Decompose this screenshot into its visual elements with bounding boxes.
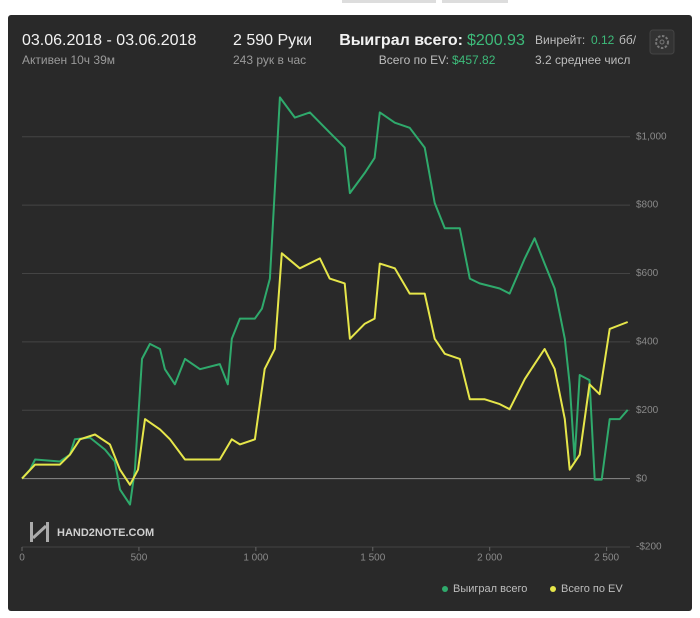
hands-rate: 243 рук в час	[233, 53, 306, 67]
active-time: Активен 10ч 39м	[22, 53, 115, 67]
legend-label: Всего по EV	[561, 583, 623, 595]
y-tick-label: $800	[636, 200, 659, 211]
tab[interactable]	[342, 0, 436, 3]
ev-value: $457.82	[452, 53, 496, 67]
winrate-value: 0.12	[591, 33, 615, 47]
series-line	[21, 96, 629, 506]
panel	[8, 15, 692, 611]
hands: 2 590 Руки	[233, 32, 312, 49]
winrate-label: Винрейт:	[535, 33, 585, 47]
y-tick-label: $600	[636, 268, 659, 279]
watermark-logo	[30, 522, 49, 542]
y-tick-label: $400	[636, 336, 659, 347]
series-line	[21, 252, 629, 486]
date-range: 03.06.2018 - 03.06.2018	[22, 32, 196, 49]
x-tick-label: 500	[131, 553, 148, 564]
x-tick-label: 2 500	[594, 553, 619, 564]
settings-icon[interactable]	[649, 29, 675, 55]
avg-players: 3.2 среднее числ	[535, 53, 630, 67]
watermark: HAND2NOTE.COM	[57, 527, 154, 539]
legend-dot	[550, 586, 556, 592]
y-tick-label: -$200	[636, 542, 662, 553]
x-tick-label: 0	[19, 553, 25, 564]
legend-label: Выиграл всего	[453, 583, 527, 595]
ev-label: Всего по EV:	[379, 53, 449, 67]
winrate-unit: бб/	[619, 33, 637, 47]
y-tick-label: $0	[636, 473, 648, 484]
won-value: $200.93	[467, 32, 525, 49]
legend-dot	[442, 586, 448, 592]
y-tick-label: $200	[636, 405, 659, 416]
x-tick-label: 1 000	[243, 553, 268, 564]
x-tick-label: 1 500	[360, 553, 385, 564]
x-tick-label: 2 000	[477, 553, 502, 564]
y-tick-label: $1,000	[636, 131, 667, 142]
tab[interactable]	[442, 0, 508, 3]
won-label: Выиграл всего:	[339, 32, 463, 49]
